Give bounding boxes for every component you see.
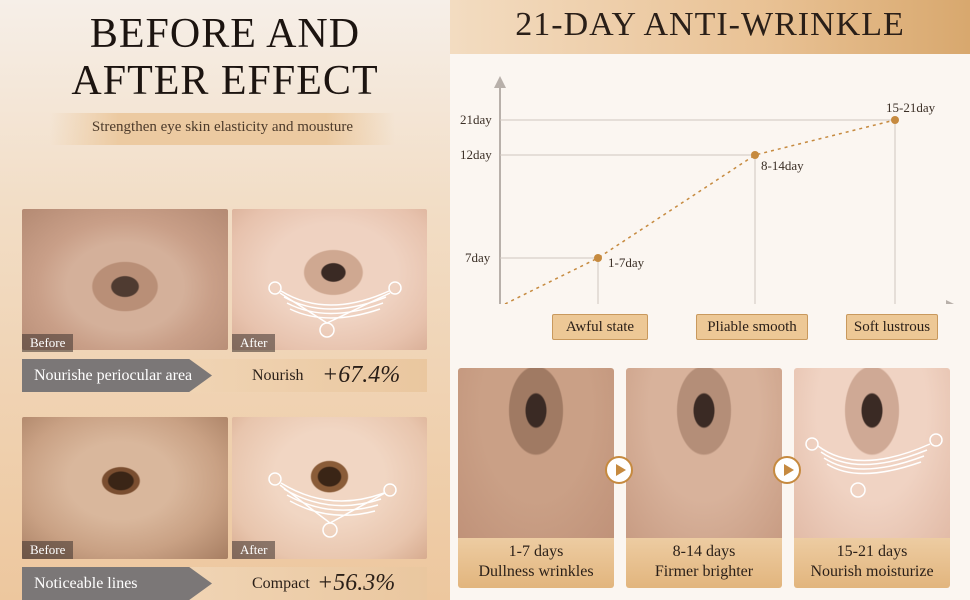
card-photo: [794, 368, 950, 538]
timeline-chart: 21day 12day 7day 1-7day 8-14day 15-21day: [460, 76, 954, 304]
result-bar-word: Compact: [252, 575, 310, 592]
point-label: 15-21day: [886, 100, 936, 115]
card-desc: Dullness wrinkles: [478, 563, 594, 580]
card-caption: 15-21 days Nourish moisturize: [794, 538, 950, 588]
subtitle-band: [50, 113, 395, 145]
after-photo-2: [232, 417, 427, 559]
after-photo-1: [232, 209, 427, 350]
card-photo: [626, 368, 782, 538]
before-label: Before: [22, 541, 74, 559]
arrow-right-icon: [605, 456, 633, 484]
result-bar-word: Nourish: [252, 367, 304, 384]
card-desc: Nourish moisturize: [810, 563, 934, 580]
data-point: [594, 254, 602, 262]
before-photo-1: [22, 209, 228, 350]
card-days: 8-14 days: [672, 543, 736, 560]
result-bar-value: +67.4%: [322, 362, 401, 388]
y-tick-label: 12day: [460, 147, 492, 162]
progress-card-1: 1-7 days Dullness wrinkles: [458, 368, 614, 588]
lift-lines-icon: [268, 472, 397, 538]
data-point: [751, 151, 759, 159]
result-bar-label: Nourishe periocular area: [22, 359, 212, 392]
stage-chip: Awful state: [552, 314, 648, 340]
after-label: After: [232, 334, 276, 352]
page-title-line2: AFTER EFFECT: [71, 58, 379, 104]
result-bar-value: +56.3%: [317, 570, 396, 596]
result-bar-2: Noticeable lines Compact +56.3%: [22, 567, 427, 600]
card-caption: 8-14 days Firmer brighter: [626, 538, 782, 588]
point-label: 8-14day: [761, 158, 804, 173]
x-axis-arrow-icon: [946, 300, 954, 304]
card-desc: Firmer brighter: [654, 563, 754, 580]
lift-lines-icon: [805, 433, 943, 498]
y-tick-label: 21day: [460, 112, 492, 127]
lift-lines-icon: [268, 281, 402, 338]
data-point: [891, 116, 899, 124]
result-bar-1: Nourishe periocular area Nourish +67.4%: [22, 359, 427, 392]
stage-chip: Soft lustrous: [846, 314, 938, 340]
point-label: 1-7day: [608, 255, 645, 270]
result-bar-label: Noticeable lines: [22, 567, 212, 600]
progress-card-2: 8-14 days Firmer brighter: [626, 368, 782, 588]
page-title-line1: BEFORE AND: [89, 11, 361, 57]
card-days: 1-7 days: [508, 543, 564, 560]
subtitle: Strengthen eye skin elasticity and moust…: [91, 119, 354, 135]
card-photo: [458, 368, 614, 538]
stage-chip: Pliable smooth: [696, 314, 808, 340]
card-caption: 1-7 days Dullness wrinkles: [458, 538, 614, 588]
before-photo-2: [22, 417, 228, 559]
progress-card-3: 15-21 days Nourish moisturize: [794, 368, 950, 588]
right-title: 21-DAY ANTI-WRINKLE: [515, 6, 905, 43]
right-header-band: [450, 0, 970, 54]
y-tick-label: 7day: [465, 250, 491, 265]
after-label: After: [232, 541, 276, 559]
card-days: 15-21 days: [836, 543, 908, 560]
trend-line: [504, 119, 896, 304]
before-label: Before: [22, 334, 74, 352]
y-axis-arrow-icon: [494, 76, 506, 88]
arrow-right-icon: [773, 456, 801, 484]
